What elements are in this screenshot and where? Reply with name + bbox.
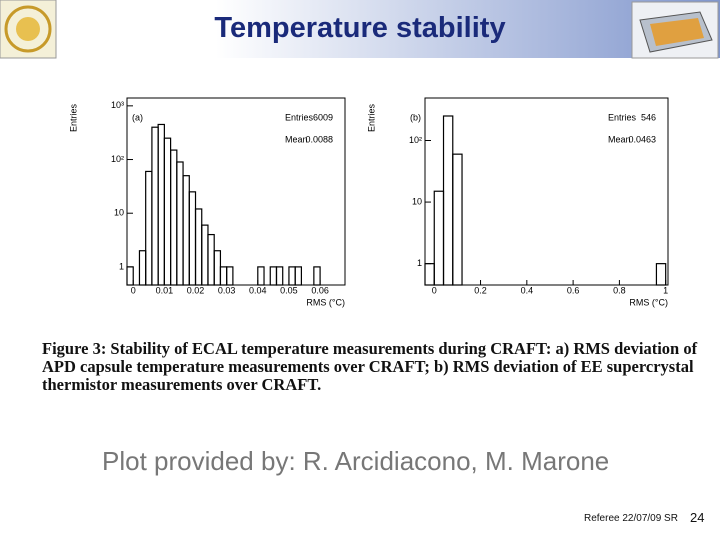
y-axis-label: Entries <box>366 103 376 132</box>
header-bar <box>0 0 720 58</box>
x-tick-label: 0.6 <box>567 285 580 295</box>
histogram-bar <box>157 123 165 286</box>
y-tick-label: 10 <box>114 208 124 218</box>
slide-title: Temperature stability <box>214 12 506 44</box>
x-tick-label: 0.01 <box>156 285 174 295</box>
y-axis-label: Entries <box>68 103 78 132</box>
histogram-bar <box>163 137 172 286</box>
x-tick-label: 0 <box>131 285 136 295</box>
histogram-bar <box>313 266 321 286</box>
histogram-bar <box>145 170 153 286</box>
x-tick-label: 0.4 <box>521 285 534 295</box>
histogram-bar <box>201 224 209 286</box>
histogram-bar <box>442 115 454 286</box>
stat-label: Mean <box>285 134 308 144</box>
y-tick-label: 1 <box>119 261 124 271</box>
x-tick-label: 0.02 <box>187 285 205 295</box>
y-tick-label: 10² <box>111 154 124 164</box>
stat-label: Entries <box>285 112 314 122</box>
histogram-bar <box>207 233 215 286</box>
panel-label: (a) <box>132 112 143 122</box>
histogram-bar <box>288 266 296 286</box>
stat-value: 546 <box>641 112 656 122</box>
credit: Plot provided by: R. Arcidiacono, M. Mar… <box>102 446 610 476</box>
stat-label: Entries <box>608 112 637 122</box>
histogram-bar <box>433 190 445 286</box>
page-number: 24 <box>690 510 705 525</box>
histogram-bar <box>275 266 284 286</box>
x-tick-label: 0.06 <box>311 285 329 295</box>
y-tick-label: 10³ <box>111 100 124 110</box>
y-tick-label: 10 <box>412 196 422 206</box>
x-tick-label: 1 <box>663 285 668 295</box>
stat-value: 6009 <box>313 112 333 122</box>
x-tick-label: 0.04 <box>249 285 267 295</box>
histogram-bar <box>219 266 228 286</box>
x-tick-label: 0 <box>432 285 437 295</box>
left-logo <box>0 0 57 59</box>
histogram-bar <box>226 266 234 286</box>
x-tick-label: 0.8 <box>613 285 626 295</box>
histogram-bar <box>424 263 435 286</box>
histogram-bar <box>151 126 159 286</box>
histogram-bar <box>257 266 265 286</box>
footer-text: Referee 22/07/09 SR <box>584 513 678 524</box>
histogram-bar <box>269 266 278 286</box>
histogram-bar <box>213 250 222 286</box>
x-axis-label: RMS (°C) <box>629 297 668 307</box>
stat-value: 0.0463 <box>628 134 656 144</box>
histogram-bar <box>182 175 190 286</box>
panel-label: (b) <box>410 112 421 122</box>
histogram-bar <box>655 263 667 286</box>
figure-caption: Figure 3: Stability of ECAL temperature … <box>42 339 698 394</box>
plot-frame <box>424 97 669 286</box>
stat-value: 0.0088 <box>305 134 333 144</box>
y-tick-label: 10² <box>409 135 422 145</box>
histogram-bar <box>138 250 147 286</box>
histogram-bar <box>176 161 184 286</box>
x-tick-label: 0.05 <box>280 285 298 295</box>
right-logo <box>631 1 719 59</box>
histogram-bar <box>294 266 302 286</box>
stat-label: Mean <box>608 134 631 144</box>
histogram-bar <box>170 149 178 286</box>
y-tick-label: 1 <box>417 258 422 268</box>
plot-frame <box>126 97 346 286</box>
x-tick-label: 0.2 <box>474 285 487 295</box>
x-axis-label: RMS (°C) <box>306 297 345 307</box>
histogram-bar <box>452 153 463 286</box>
histogram-bar <box>188 191 197 286</box>
histogram-bar <box>194 208 203 286</box>
histogram-bar <box>126 266 134 286</box>
x-tick-label: 0.03 <box>218 285 236 295</box>
